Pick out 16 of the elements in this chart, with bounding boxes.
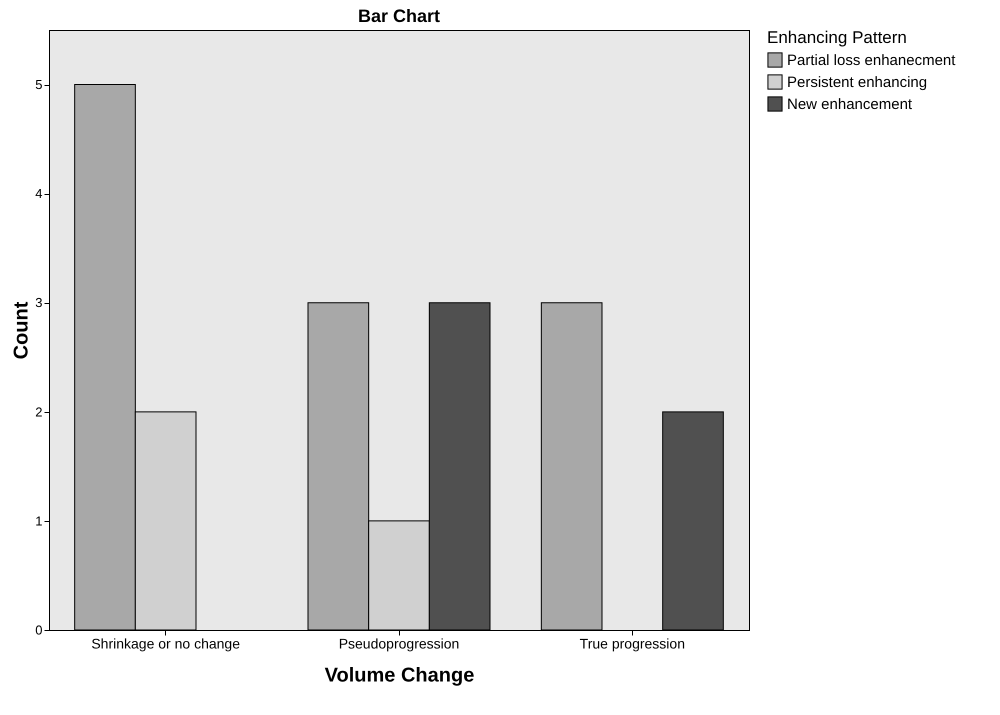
x-tick-label: True progression (580, 636, 685, 652)
x-tick-label: Pseudoprogression (338, 636, 460, 652)
y-tick-label: 3 (35, 295, 42, 310)
chart-title: Bar Chart (358, 6, 440, 26)
y-tick-label: 2 (35, 404, 42, 420)
y-axis-title: Count (10, 301, 32, 360)
legend-title: Enhancing Pattern (767, 28, 907, 47)
legend-label: Partial loss enhanecment (787, 52, 956, 69)
x-tick-label: Shrinkage or no change (91, 636, 240, 652)
legend-label: Persistent enhancing (787, 74, 928, 91)
x-axis-title: Volume Change (324, 664, 474, 686)
y-tick-label: 0 (35, 622, 42, 638)
legend-label: New enhancement (787, 96, 913, 113)
y-tick-label: 5 (35, 77, 42, 92)
y-tick-label: 1 (35, 513, 42, 528)
y-tick-label: 4 (35, 186, 42, 202)
